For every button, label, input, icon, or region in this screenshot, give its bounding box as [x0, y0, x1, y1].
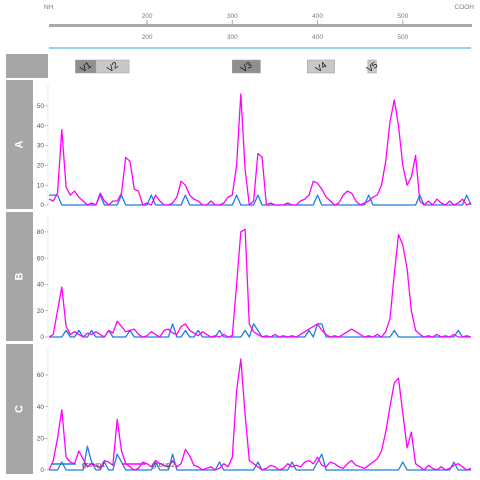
series-line-group2 [48, 358, 472, 471]
nh-terminal-label: NH [44, 4, 54, 11]
ruler-tick-label: 500 [397, 13, 408, 20]
panel-a: A 0 10 20 30 40 50 [6, 80, 472, 209]
series-line-group2 [48, 228, 472, 338]
y-tick-label: 0 [40, 467, 44, 474]
region-track: V1 V2 V3 V4 V5 [6, 54, 379, 78]
y-tick-label: 40 [37, 404, 45, 411]
panel-label: B [13, 272, 25, 280]
y-tick-label: 20 [37, 308, 45, 315]
ruler-tick-label-lower: 400 [312, 34, 323, 41]
region-strip [6, 54, 48, 78]
ruler-tick-label-lower: 200 [142, 34, 153, 41]
region-label: V5 [365, 60, 380, 75]
region-box [232, 59, 261, 74]
cooh-terminal-label: COOH [455, 4, 475, 11]
series-line-group1 [49, 323, 471, 338]
ruler-tick-label: 300 [227, 13, 238, 20]
ruler-tick-label: 200 [142, 13, 153, 20]
panel-strip [6, 80, 33, 209]
y-tick-label: 60 [37, 255, 45, 262]
y-tick-label: 10 [37, 182, 45, 189]
y-tick-label: 20 [37, 163, 45, 170]
ruler-tick-label-lower: 300 [227, 34, 238, 41]
series-line-group1 [49, 445, 471, 471]
ruler-bar [49, 24, 472, 27]
panel-strip [6, 212, 33, 341]
ruler-tick-label: 400 [312, 13, 323, 20]
panel-c: C 0 20 40 60 [6, 344, 472, 474]
panel-label: C [13, 405, 25, 413]
y-tick-label: 0 [40, 334, 44, 341]
y-tick-label: 0 [40, 202, 44, 209]
region-box [307, 59, 335, 74]
y-tick-label: 50 [37, 103, 45, 110]
legend-label: group2 [152, 460, 175, 469]
top-axis: NH COOH 200 200 300 300 400 400 500 500 [44, 4, 475, 49]
region-box [95, 59, 130, 74]
series-line-group1 [49, 194, 472, 206]
series-line-group2 [48, 93, 472, 206]
panel-label: A [13, 140, 25, 148]
region-box [367, 59, 377, 74]
y-tick-label: 30 [37, 143, 45, 150]
legend-label: group1 [82, 460, 105, 469]
y-tick-label: 80 [37, 229, 45, 236]
y-tick-label: 40 [37, 282, 45, 289]
y-tick-label: 40 [37, 123, 45, 130]
panels: A 0 10 20 30 40 50 B 0 20 40 60 80 C 0 20 40 60 [6, 80, 472, 474]
panel-strip [6, 344, 33, 474]
ruler-tick-label-lower: 500 [397, 34, 408, 41]
legend: group1 group2 [52, 460, 175, 469]
panel-b: B 0 20 40 60 80 [6, 212, 472, 341]
y-tick-label: 60 [37, 372, 45, 379]
y-tick-label: 20 [37, 436, 45, 443]
